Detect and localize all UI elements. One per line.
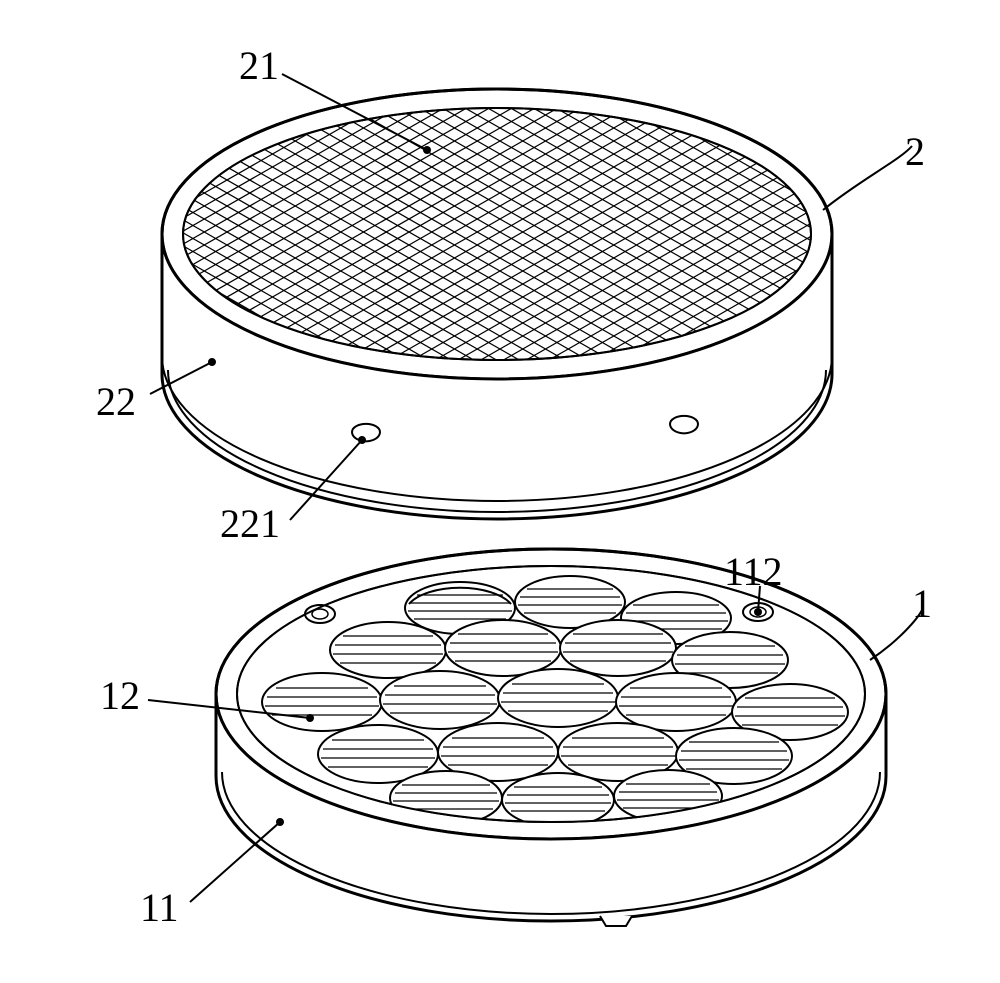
- lens: [330, 622, 446, 678]
- figure-canvas: 21 2 22 221 112 1 12 11: [0, 0, 1000, 983]
- lens: [498, 669, 618, 727]
- lens: [445, 620, 561, 676]
- label-221: 221: [220, 500, 280, 547]
- drawing-svg: [0, 0, 1000, 983]
- bottom-notch: [600, 916, 632, 926]
- lens: [616, 673, 736, 731]
- label-112: 112: [724, 548, 783, 595]
- top-lug-right: [670, 416, 698, 434]
- label-12: 12: [100, 672, 140, 719]
- label-1: 1: [912, 580, 932, 627]
- label-22: 22: [96, 378, 136, 425]
- bottom-part: [216, 549, 886, 926]
- lens: [560, 620, 676, 676]
- label-21: 21: [239, 42, 279, 89]
- top-lug-left: [352, 424, 380, 441]
- leader-2: [823, 146, 912, 210]
- lens: [502, 773, 614, 827]
- leader-11: [190, 822, 280, 902]
- lens: [380, 671, 500, 729]
- lens: [262, 673, 382, 731]
- label-2: 2: [905, 128, 925, 175]
- label-11: 11: [140, 884, 179, 931]
